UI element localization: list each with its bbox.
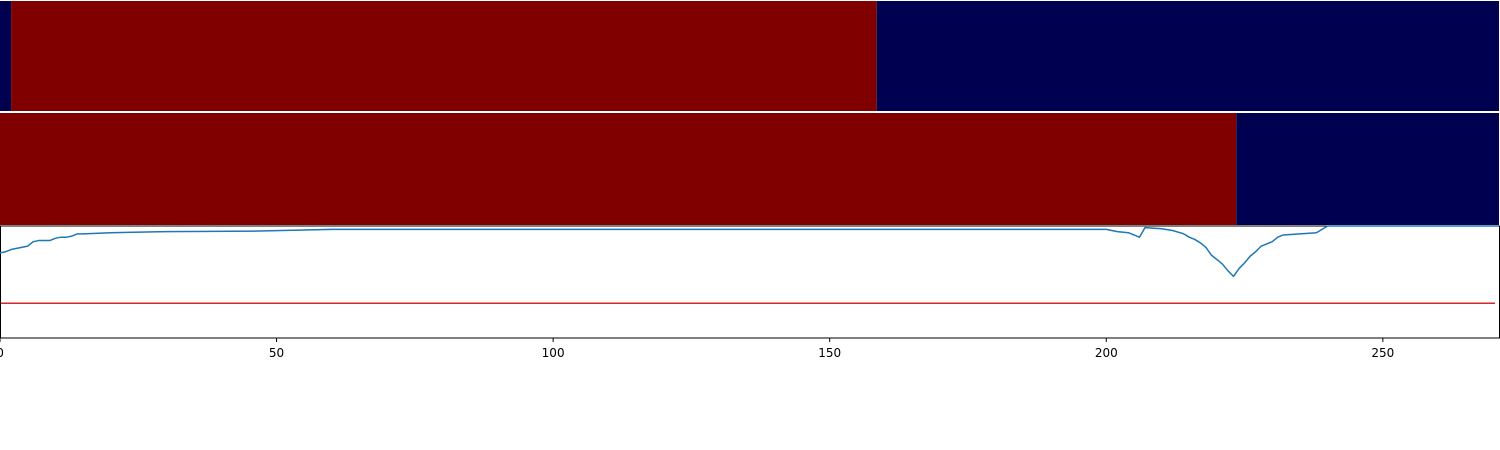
x-tick-label-50: 50 (269, 346, 284, 360)
line-panel: 0 50 100 150 200 250 (0, 225, 1500, 360)
x-tick-label-150: 150 (818, 346, 841, 360)
series-group (0, 225, 1499, 305)
heatmap-cell-1-3 (876, 1, 1499, 111)
heatmap-cell-1-2 (11, 1, 877, 111)
heatmap-row-2 (0, 113, 1499, 225)
heatmap-cell-1-1 (0, 1, 12, 111)
heatmap-cell-2-1 (0, 113, 1237, 225)
x-tick-label-0: 0 (0, 346, 4, 360)
heatmap-row-1 (0, 1, 1499, 111)
heatmap-cell-2-2 (1236, 113, 1499, 225)
series-line-1 (0, 225, 1499, 278)
plot-area-frame (0, 225, 1500, 339)
x-tick-label-200: 200 (1095, 346, 1118, 360)
x-tick-label-100: 100 (542, 346, 565, 360)
x-axis: 0 50 100 150 200 250 (0, 338, 1394, 360)
x-tick-label-250: 250 (1371, 346, 1394, 360)
